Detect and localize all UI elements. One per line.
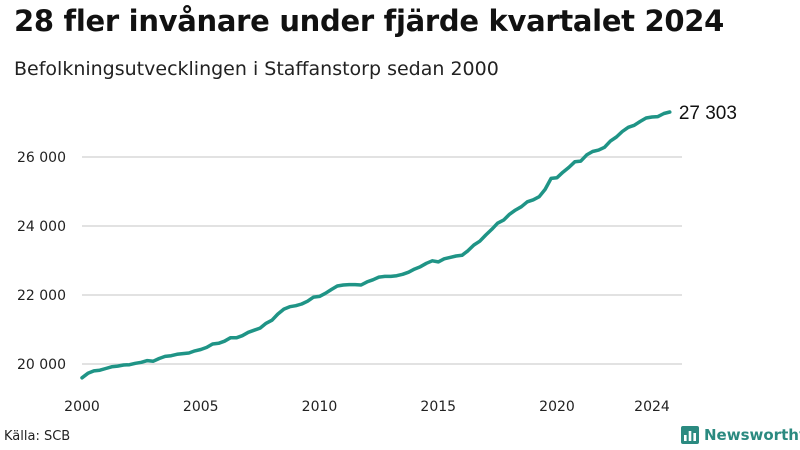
x-tick-label: 2000 (64, 399, 100, 415)
chart-subtitle: Befolkningsutvecklingen i Staffanstorp s… (14, 58, 499, 80)
series (80, 110, 672, 380)
x-tick-label: 2015 (420, 399, 456, 415)
y-tick-label: 26 000 (17, 150, 66, 166)
end-value-label: 27 303 (679, 103, 737, 124)
y-tick-label: 22 000 (17, 288, 66, 304)
x-axis-ticks: 2000 2005 2010 2015 2020 2024 (64, 399, 670, 415)
x-tick-label: 2005 (183, 399, 219, 415)
y-axis-ticks: 20 000 22 000 24 000 26 000 (17, 150, 66, 373)
x-tick-label: 2010 (302, 399, 338, 415)
y-tick-label: 20 000 (17, 357, 66, 373)
brand-logo: Newsworthy (681, 426, 800, 444)
brand-name: Newsworthy (704, 426, 800, 444)
chart-title: 28 fler invånare under fjärde kvartalet … (14, 4, 725, 38)
x-tick-label: 2024 (634, 399, 670, 415)
y-tick-label: 24 000 (17, 219, 66, 235)
gridlines (82, 156, 682, 365)
source-note: Källa: SCB (4, 429, 71, 444)
population-series-line (80, 110, 672, 380)
x-tick-label: 2020 (539, 399, 575, 415)
bar-chart-logo-icon (681, 426, 699, 444)
